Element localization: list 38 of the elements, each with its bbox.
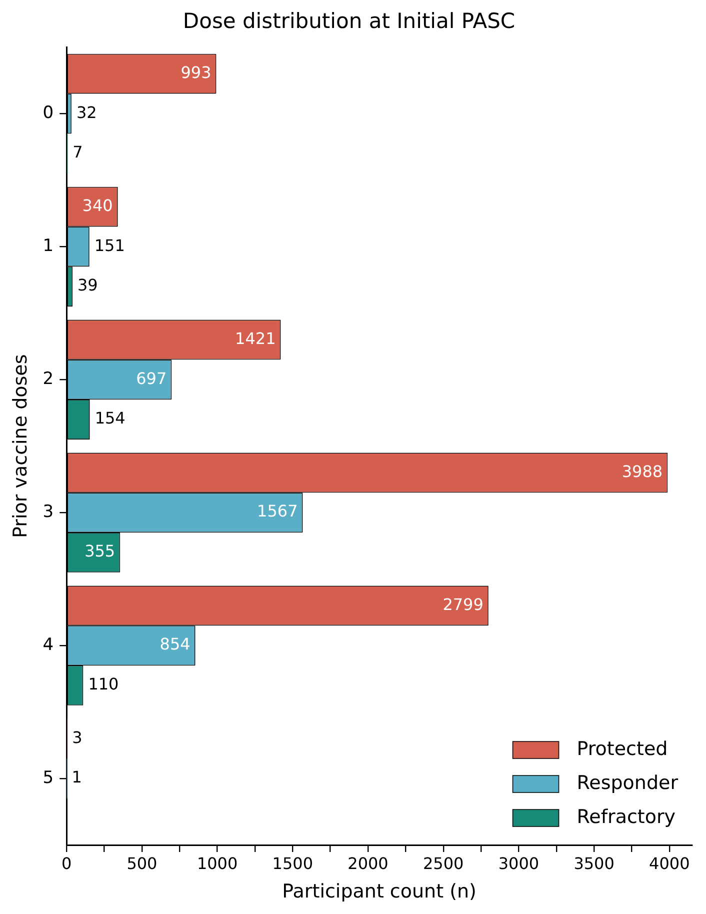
data-label: 3 [72,728,82,747]
x-tick-label: 4000 [649,854,690,873]
y-tick-label: 0 [42,103,54,124]
legend-label: Refractory [576,806,676,828]
data-label: 1 [72,768,82,787]
data-label: 355 [84,542,116,561]
data-label: 993 [180,62,212,82]
chart-title: Dose distribution at Initial PASC [182,9,516,34]
legend-label: Responder [576,772,678,794]
data-label: 39 [77,276,98,295]
data-label: 151 [94,236,125,255]
x-axis-title: Participant count (n) [282,880,476,903]
y-tick-label: 3 [42,502,54,522]
data-label: 1421 [235,328,276,348]
x-tick-label: 1000 [196,854,238,873]
y-axis-title: Prior vaccine doses [9,354,32,538]
legend-label: Protected [576,738,668,760]
data-label: 340 [82,196,113,215]
data-label: 32 [76,102,97,122]
x-tick-label: 500 [126,854,158,873]
y-tick-label: 1 [42,236,54,256]
data-label: 697 [136,368,167,388]
x-tick-label: 2500 [422,854,464,873]
y-tick-label: 2 [42,369,54,390]
x-tick-label: 1500 [272,854,314,873]
y-tick-label: 5 [42,768,54,788]
data-label: 154 [94,408,126,428]
data-label: 2799 [442,594,484,614]
data-label: 854 [160,634,190,654]
x-tick-label: 3000 [498,854,540,873]
data-label: 110 [88,674,119,694]
data-label: 3988 [622,462,663,481]
y-tick-label: 4 [42,634,54,655]
x-tick-label: 3500 [574,854,614,873]
data-label: 7 [72,142,83,162]
x-tick-label: 2000 [348,854,388,873]
data-label: 1567 [257,502,298,521]
x-tick-label: 0 [62,854,72,873]
